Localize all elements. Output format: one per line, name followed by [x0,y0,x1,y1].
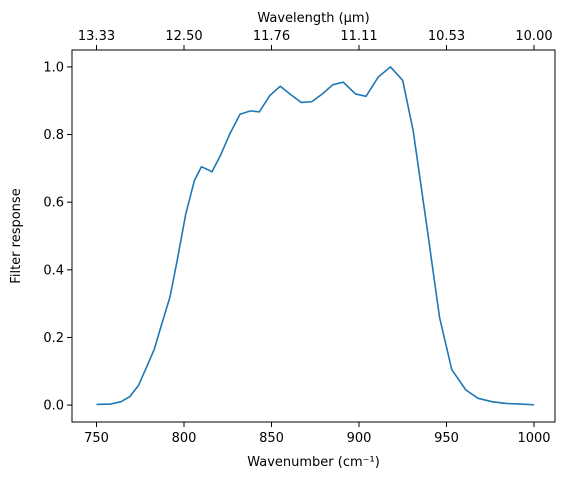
plot-frame [71,49,556,423]
x-axis-label: Wavenumber (cm⁻¹) [247,455,380,470]
y-axis-label: Filter response [9,188,24,283]
y-tick-label: 0.2 [43,331,64,346]
top-x-tick-label: 13.33 [78,29,115,44]
x-tick-label: 950 [434,431,459,446]
y-tick-label: 0.6 [43,196,64,211]
top-x-tick-label: 11.76 [253,29,290,44]
top-x-tick-label: 12.50 [165,29,202,44]
y-tick-label: 0.0 [43,399,64,414]
top-x-tick-label: 10.00 [515,29,552,44]
top-x-axis-label: Wavelength (μm) [257,11,369,26]
top-x-tick-label: 11.11 [340,29,377,44]
x-tick-label: 900 [347,431,372,446]
x-tick-label: 800 [172,431,197,446]
x-tick-label: 850 [259,431,284,446]
y-tick-label: 0.4 [43,263,64,278]
top-x-tick-label: 10.53 [428,29,465,44]
x-tick-label: 1000 [517,431,550,446]
y-tick-label: 0.8 [43,128,64,143]
series-line-0 [96,66,535,406]
x-tick-label: 750 [84,431,109,446]
y-tick-label: 1.0 [43,60,64,75]
